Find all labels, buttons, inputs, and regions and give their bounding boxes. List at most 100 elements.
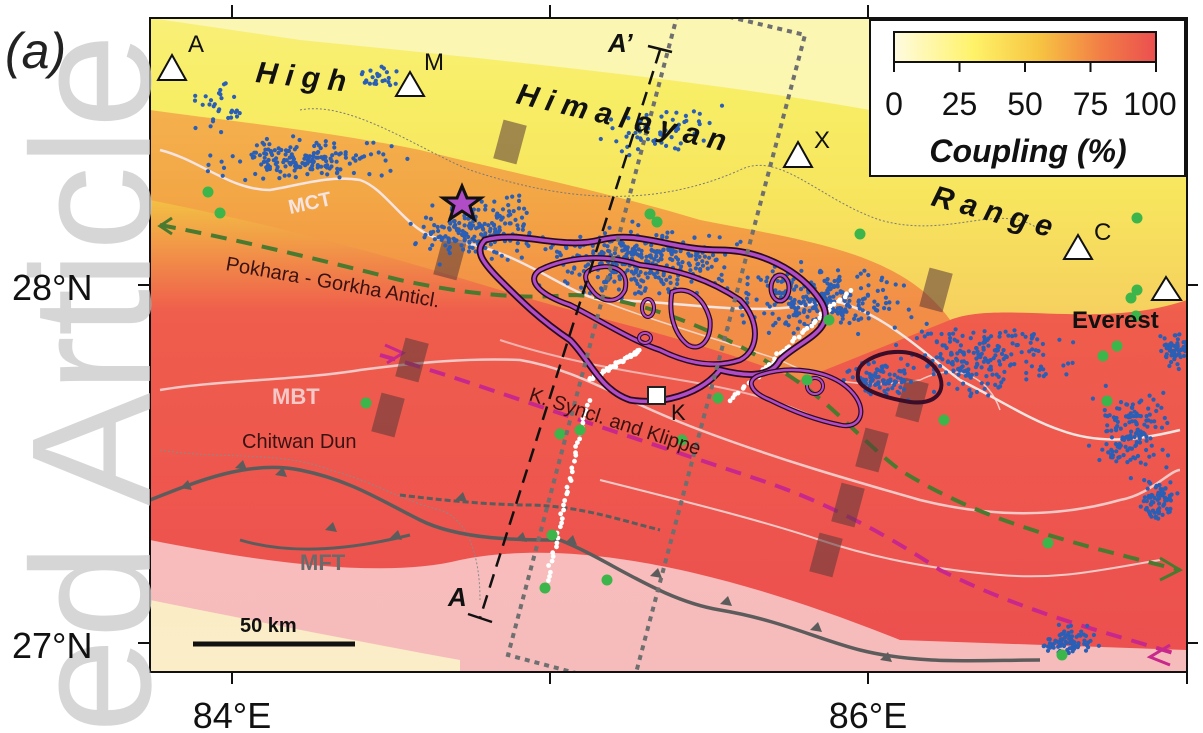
seismic-event: [1082, 638, 1087, 643]
seismic-event: [783, 321, 788, 326]
seismic-event: [880, 287, 886, 293]
seismic-event: [463, 231, 468, 236]
seismic-event: [351, 156, 356, 161]
seismic-event: [466, 249, 472, 254]
seismic-event: [565, 269, 570, 274]
seismic-event: [343, 150, 348, 155]
seismic-event: [887, 306, 892, 311]
white-dot: [577, 436, 582, 442]
seismic-event: [1123, 414, 1129, 419]
seismic-event: [430, 203, 435, 208]
seismic-event: [620, 248, 625, 253]
seismic-event: [1051, 641, 1056, 646]
seismic-event: [1134, 422, 1139, 427]
seismic-event: [219, 96, 224, 101]
seismic-event: [984, 374, 989, 379]
seismic-event: [1024, 377, 1029, 382]
white-dot: [741, 384, 747, 389]
seismic-event: [698, 268, 703, 273]
seismic-event: [310, 163, 315, 168]
seismic-event: [1066, 624, 1071, 629]
seismic-event: [460, 232, 465, 237]
seismic-event: [837, 305, 842, 311]
seismic-event: [602, 243, 607, 248]
seismic-event: [316, 143, 321, 148]
gps-station: [823, 314, 835, 326]
seismic-event: [625, 245, 630, 250]
seismic-event: [637, 129, 643, 134]
seismic-event: [479, 199, 484, 204]
seismic-event: [1172, 350, 1177, 355]
seismic-event: [193, 93, 198, 98]
seismic-event: [1138, 460, 1143, 465]
seismic-event: [798, 287, 804, 292]
seismic-event: [233, 110, 238, 115]
seismic-event: [379, 173, 384, 178]
seismic-event: [1176, 348, 1181, 353]
seismic-event: [608, 117, 614, 122]
peak-everest-icon: [1150, 275, 1183, 301]
seismic-event: [838, 320, 844, 325]
seismic-event: [443, 234, 448, 239]
white-dot: [569, 465, 575, 471]
gps-station: [1125, 292, 1137, 304]
seismic-event: [850, 375, 855, 380]
seismic-event: [1123, 422, 1128, 427]
seismic-event: [1160, 512, 1165, 518]
seismic-event: [1169, 360, 1174, 365]
seismic-event: [770, 269, 775, 274]
seismic-event: [1158, 334, 1163, 339]
seismic-event: [826, 298, 832, 303]
seismic-event: [305, 172, 310, 177]
seismic-event: [892, 325, 897, 330]
seismic-event: [636, 247, 641, 252]
seismic-event: [435, 224, 440, 230]
seismic-event: [1010, 341, 1015, 346]
seismic-event: [887, 300, 892, 305]
seismic-event: [565, 281, 570, 286]
seismic-event: [437, 262, 442, 267]
seismic-event: [979, 365, 984, 370]
white-dot: [772, 356, 777, 362]
seismic-event: [635, 147, 641, 152]
seismic-event: [373, 78, 378, 83]
seismic-event: [986, 393, 991, 398]
seismic-event: [1125, 460, 1130, 465]
seismic-event: [564, 245, 569, 251]
seismic-event: [477, 221, 482, 226]
seismic-event: [500, 215, 505, 220]
seismic-event: [1151, 397, 1156, 402]
seismic-event: [1122, 437, 1127, 442]
seismic-event: [864, 370, 869, 375]
seismic-event: [630, 219, 635, 224]
seismic-event: [969, 391, 974, 396]
seismic-event: [988, 364, 993, 369]
gps-station: [651, 216, 663, 228]
seismic-event: [338, 167, 343, 172]
seismic-event: [1037, 367, 1042, 372]
seismic-event: [633, 291, 638, 296]
seismic-event: [966, 349, 971, 354]
seismic-event: [707, 120, 712, 126]
seismic-event: [591, 251, 596, 256]
seismic-event: [1146, 495, 1151, 500]
seismic-event: [813, 303, 818, 308]
seismic-event: [888, 377, 893, 382]
seismic-event: [704, 260, 710, 265]
seismic-event: [925, 331, 931, 336]
seismic-event: [810, 306, 815, 311]
seismic-event: [219, 159, 224, 164]
seismic-event: [895, 300, 900, 305]
seismic-event: [956, 372, 961, 377]
seismic-event: [983, 356, 988, 361]
seismic-event: [981, 347, 986, 352]
seismic-event: [645, 137, 651, 142]
seismic-event: [1123, 444, 1128, 449]
seismic-event: [261, 159, 266, 164]
seismic-event: [1146, 418, 1151, 423]
seismic-event: [801, 295, 806, 300]
seismic-event: [832, 278, 837, 284]
seismic-event: [696, 261, 701, 266]
seismic-event: [887, 372, 892, 377]
seismic-event: [610, 126, 615, 131]
